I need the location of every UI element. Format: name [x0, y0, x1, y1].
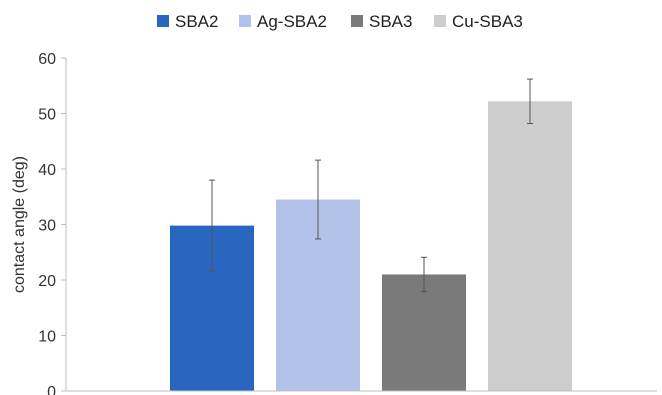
legend-swatch [434, 15, 446, 27]
legend-label: Ag-SBA2 [257, 12, 327, 31]
y-tick-label: 20 [38, 273, 56, 290]
y-tick-label: 60 [38, 51, 56, 68]
y-tick-label: 40 [38, 162, 56, 179]
bar-cu-sba3 [488, 101, 572, 391]
error-bars [209, 78, 533, 293]
bars [170, 101, 572, 391]
legend-swatch [157, 15, 169, 27]
y-axis-title: contact angle (deg) [11, 156, 28, 293]
legend-label: Cu-SBA3 [452, 12, 523, 31]
y-tick-label: 30 [38, 218, 56, 235]
bar-sba3 [382, 274, 466, 391]
y-tick-label: 50 [38, 107, 56, 124]
legend-swatch [351, 15, 363, 27]
legend: SBA2 Ag-SBA2 SBA3 Cu-SBA3 [157, 12, 523, 31]
y-axis: 0 10 20 30 40 50 60 [38, 51, 67, 395]
legend-label: SBA2 [175, 12, 218, 31]
legend-swatch [239, 15, 251, 27]
y-tick-label: 0 [47, 384, 56, 395]
y-tick-label: 10 [38, 329, 56, 346]
legend-label: SBA3 [369, 12, 412, 31]
